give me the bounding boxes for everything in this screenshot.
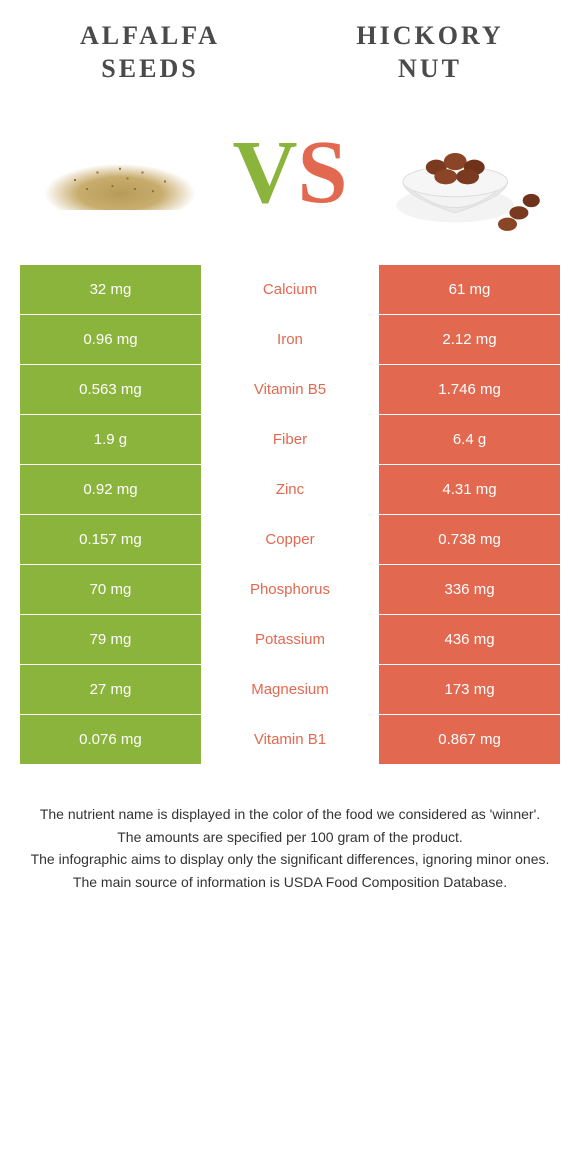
nutrient-table: 32 mgCalcium61 mg0.96 mgIron2.12 mg0.563… [20, 265, 560, 765]
table-row: 0.076 mgVitamin B10.867 mg [20, 715, 560, 765]
vs-label: VS [220, 121, 360, 224]
right-value: 336 mg [379, 565, 560, 615]
footer-line: The nutrient name is displayed in the co… [30, 805, 550, 825]
table-row: 0.563 mgVitamin B51.746 mg [20, 365, 560, 415]
nuts-bowl-icon [365, 97, 555, 247]
table-row: 1.9 gFiber6.4 g [20, 415, 560, 465]
nutrient-name: Vitamin B5 [201, 365, 379, 415]
left-value: 1.9 g [20, 415, 201, 465]
footer-line: The main source of information is USDA F… [30, 873, 550, 893]
vs-s-letter: S [297, 123, 347, 222]
nutrient-name: Calcium [201, 265, 379, 315]
left-value: 70 mg [20, 565, 201, 615]
right-value: 0.738 mg [379, 515, 560, 565]
vs-v-letter: V [232, 123, 297, 222]
nutrient-name: Iron [201, 315, 379, 365]
table-row: 0.92 mgZinc4.31 mg [20, 465, 560, 515]
seed-pile-icon [45, 135, 195, 210]
nutrient-name: Zinc [201, 465, 379, 515]
right-food-title: HICKORY NUT [290, 20, 570, 85]
left-value: 0.96 mg [20, 315, 201, 365]
right-value: 2.12 mg [379, 315, 560, 365]
nutrient-name: Vitamin B1 [201, 715, 379, 765]
left-value: 79 mg [20, 615, 201, 665]
table-row: 0.157 mgCopper0.738 mg [20, 515, 560, 565]
left-value: 0.92 mg [20, 465, 201, 515]
right-value: 61 mg [379, 265, 560, 315]
right-value: 436 mg [379, 615, 560, 665]
right-value: 173 mg [379, 665, 560, 715]
right-food-image [360, 97, 560, 247]
left-value: 32 mg [20, 265, 201, 315]
left-food-title: ALFALFA SEEDS [10, 20, 290, 85]
right-value: 1.746 mg [379, 365, 560, 415]
right-value: 4.31 mg [379, 465, 560, 515]
nutrient-name: Copper [201, 515, 379, 565]
left-value: 0.563 mg [20, 365, 201, 415]
nutrient-name: Potassium [201, 615, 379, 665]
footer-notes: The nutrient name is displayed in the co… [0, 795, 580, 935]
right-value: 0.867 mg [379, 715, 560, 765]
nutrient-name: Magnesium [201, 665, 379, 715]
left-value: 27 mg [20, 665, 201, 715]
left-value: 0.076 mg [20, 715, 201, 765]
table-row: 0.96 mgIron2.12 mg [20, 315, 560, 365]
nutrient-name: Fiber [201, 415, 379, 465]
table-row: 70 mgPhosphorus336 mg [20, 565, 560, 615]
table-row: 79 mgPotassium436 mg [20, 615, 560, 665]
left-value: 0.157 mg [20, 515, 201, 565]
footer-line: The amounts are specified per 100 gram o… [30, 828, 550, 848]
nutrient-name: Phosphorus [201, 565, 379, 615]
footer-line: The infographic aims to display only the… [30, 850, 550, 870]
left-food-image [20, 97, 220, 247]
right-value: 6.4 g [379, 415, 560, 465]
table-row: 27 mgMagnesium173 mg [20, 665, 560, 715]
table-row: 32 mgCalcium61 mg [20, 265, 560, 315]
